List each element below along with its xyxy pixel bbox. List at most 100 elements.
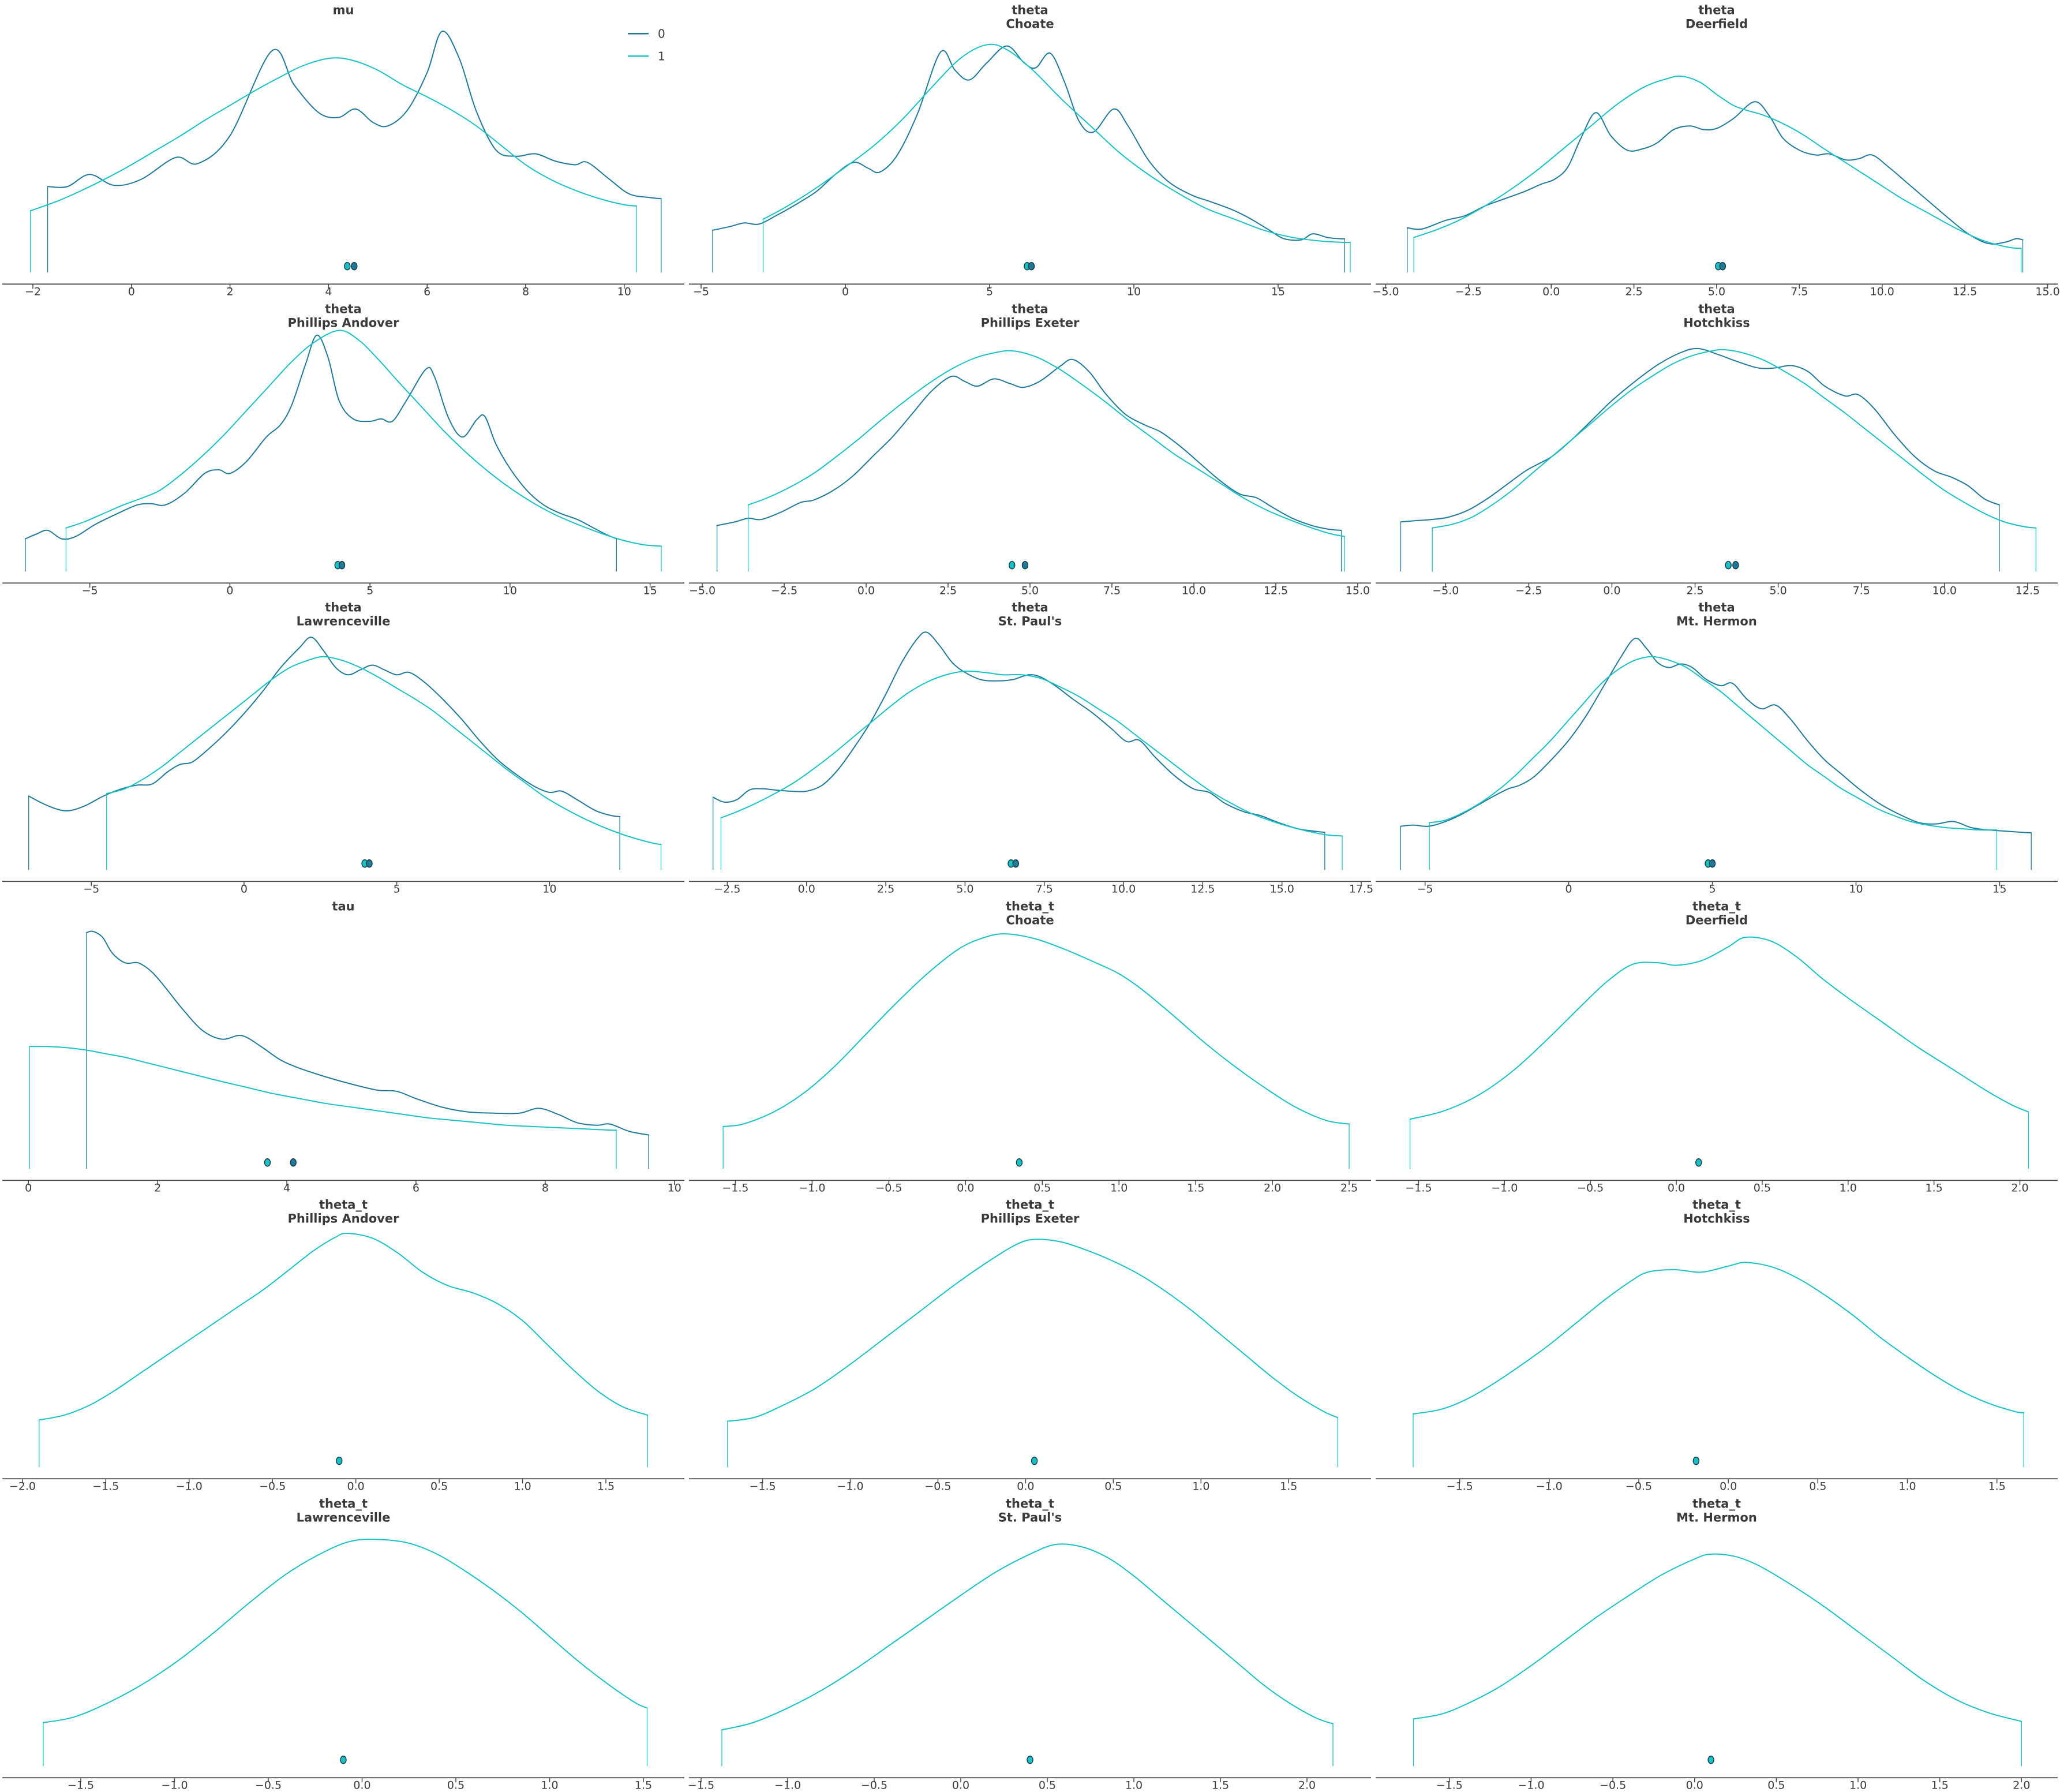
x-tick-label: 10.0 [1182, 584, 1206, 597]
x-tick-label: −1.0 [176, 1480, 203, 1492]
plot-title: mu [333, 3, 354, 17]
point-estimate-marker-chain-0 [1028, 262, 1035, 271]
x-tick-label: 0.0 [1686, 1779, 1703, 1791]
x-tick-label: 17.5 [1349, 882, 1373, 895]
plot-title: theta_t [1692, 899, 1741, 913]
x-tick-label: 0.0 [347, 1480, 365, 1492]
kde-curve-chain-0 [1400, 347, 2000, 522]
kde-curve-chain-0 [1406, 101, 2024, 245]
x-tick-label: 1.0 [1110, 1181, 1128, 1194]
point-estimate-marker-chain-0 [1709, 859, 1716, 868]
x-tick-label: 2.5 [939, 584, 957, 597]
x-tick-label: −0.5 [1577, 1181, 1604, 1194]
subplot-theta-t-phillips-exeter: theta_t Phillips Exeter −1.5 −1.0 −0.5 0.0 0.5… [687, 1195, 1373, 1494]
kde-curve-chain-1 [38, 1233, 649, 1421]
x-tick-label: 5 [366, 584, 373, 597]
x-tick-label: 8 [542, 1181, 549, 1194]
x-tick-label: −1.0 [161, 1779, 188, 1791]
x-tick-label: −1.5 [1447, 1480, 1473, 1492]
x-tick-label: −1.0 [1491, 1181, 1518, 1194]
x-tick-label: 0.5 [1809, 1480, 1826, 1492]
x-tick-label: −0.5 [875, 1181, 902, 1194]
subplot-theta-deerfield: theta Deerfield −5.0 −2.5 0.0 2.5 5.0 7.5 10.0 12… [1373, 0, 2060, 299]
plot-subtitle: Lawrenceville [297, 614, 391, 628]
plot-title: theta_t [1006, 1198, 1054, 1211]
x-tick-label: 12.5 [1953, 285, 1977, 298]
x-tick-label: 10.0 [1870, 285, 1894, 298]
point-estimate-marker-chain-1 [264, 1158, 271, 1166]
kde-curve-chain-1 [1413, 1262, 2025, 1415]
x-tick-label: 10 [617, 285, 631, 298]
x-tick-label: −2.5 [1455, 285, 1482, 298]
plot-subtitle: Choate [1006, 913, 1054, 927]
point-estimate-marker-chain-1 [340, 1755, 347, 1764]
x-tick-label: 2.0 [1298, 1779, 1316, 1791]
x-tick-label: −0.5 [861, 1779, 887, 1791]
x-tick-label: −2.5 [714, 882, 740, 895]
x-tick-label: 1.5 [1280, 1480, 1297, 1492]
subplot-theta-phillips-andover: theta Phillips Andover −5 0 5 10 15 [0, 299, 687, 598]
x-tick-label: 0 [842, 285, 849, 298]
plot-title: theta [1012, 302, 1048, 316]
x-tick-label: −5 [82, 584, 98, 597]
x-tick-label: 2.0 [2011, 1181, 2028, 1194]
x-tick-label: 2.0 [1264, 1181, 1281, 1194]
point-estimate-marker-chain-1 [1695, 1158, 1702, 1166]
kde-curve-chain-1 [106, 656, 662, 846]
subplot-theta-t-choate: theta_t Choate −1.5 −1.0 −0.5 0.0 0.5 1.0 1.5 2.0… [687, 896, 1373, 1195]
x-tick-label: −2.0 [9, 1480, 36, 1492]
x-tick-label: −5.0 [1432, 584, 1459, 597]
kde-curve-chain-1 [762, 43, 1351, 244]
subplot-canvas-theta-t-st-pauls: theta_tSt. Paul's −1.5 −1.0 −0.5 0.0 0.5 1.0 1.… [688, 1497, 1371, 1791]
x-tick-label: 1.0 [1192, 1480, 1209, 1492]
x-tick-label: 0.0 [1542, 285, 1560, 298]
x-tick-label: 5 [394, 882, 400, 895]
x-tick-label: −1.0 [1518, 1779, 1544, 1791]
x-tick-label: −5 [693, 285, 709, 298]
x-tick-label: 2.5 [1625, 285, 1643, 298]
x-tick-label: −0.5 [1600, 1779, 1626, 1791]
x-tick-label: 7.5 [1036, 882, 1053, 895]
subplot-theta-t-hotchkiss: theta_t Hotchkiss −1.5 −1.0 −0.5 0.0 0.5 1.0 1.5 [1373, 1195, 2060, 1494]
point-estimate-marker-chain-1 [1707, 1755, 1714, 1764]
point-estimate-marker-chain-0 [1021, 560, 1029, 569]
x-tick-label: 7.5 [1103, 584, 1121, 597]
x-tick-label: 15.0 [1270, 882, 1294, 895]
x-tick-label: −2.5 [771, 584, 797, 597]
x-tick-label: −1.5 [722, 1181, 748, 1194]
x-tick-label: 2.5 [877, 882, 894, 895]
x-tick-label: 0.0 [957, 1181, 974, 1194]
x-tick-label: 10 [542, 882, 556, 895]
plot-title: theta_t [1006, 1497, 1054, 1510]
x-tick-label: −1.5 [688, 1779, 714, 1791]
point-estimate-marker-chain-1 [344, 262, 351, 271]
x-tick-label: 15 [1992, 882, 2006, 895]
x-tick-label: 15.0 [2035, 285, 2059, 298]
x-tick-label: −1.0 [837, 1480, 863, 1492]
x-tick-label: 1.5 [597, 1480, 615, 1492]
subplot-theta-t-deerfield: theta_t Deerfield −1.5 −1.0 −0.5 0.0 0.5 1.0 1.5… [1373, 896, 2060, 1195]
point-estimate-marker-chain-0 [351, 262, 358, 271]
kde-curve-chain-1 [721, 1543, 1334, 1730]
kde-curve-chain-1 [29, 1045, 617, 1131]
x-tick-label: 0 [1565, 882, 1572, 895]
plot-title: theta_t [1006, 899, 1054, 913]
plot-title: theta [1698, 600, 1735, 614]
plot-subtitle: Deerfield [1686, 913, 1748, 927]
point-estimate-marker-chain-0 [1719, 262, 1726, 271]
x-tick-label: 2 [227, 285, 234, 298]
subplot-theta-st-pauls: theta St. Paul's −2.5 0.0 2.5 5.0 7.5 10.0 12.5 1… [687, 597, 1373, 896]
plot-subtitle: Hotchkiss [1683, 1211, 1750, 1225]
kde-curve-chain-0 [712, 631, 1325, 833]
x-tick-label: 2.5 [1340, 1181, 1358, 1194]
x-tick-label: 1.5 [1931, 1779, 1949, 1791]
x-tick-label: 5 [1709, 882, 1716, 895]
x-tick-label: 1.0 [1898, 1480, 1916, 1492]
plot-subtitle: Phillips Andover [288, 316, 400, 330]
x-tick-label: 2.5 [1686, 584, 1703, 597]
point-estimate-marker-chain-1 [1725, 560, 1732, 569]
x-tick-label: 15 [1271, 285, 1285, 298]
